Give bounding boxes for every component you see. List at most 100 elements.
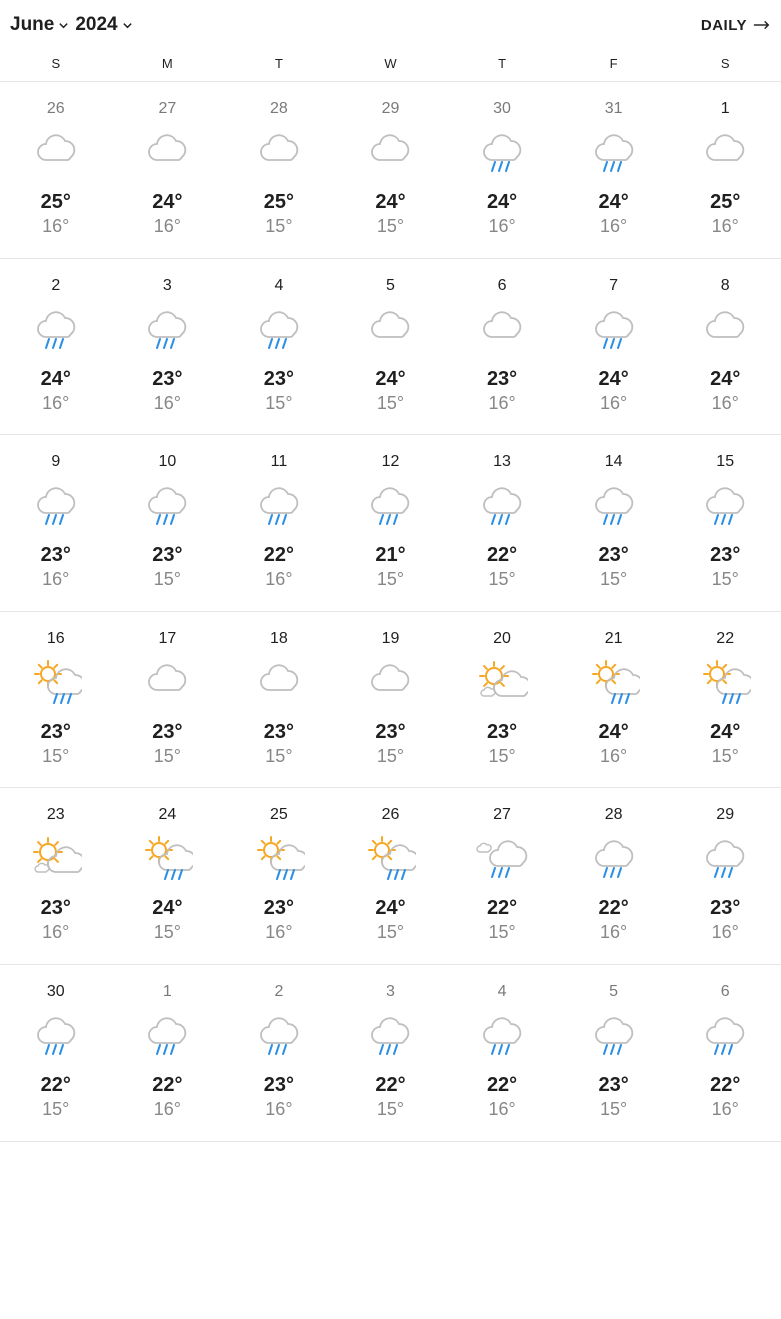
temp-low: 15° (112, 746, 224, 768)
calendar-week: 1623°15°1723°15°1823°15°1923°15°2023°15°… (0, 612, 781, 789)
calendar-day[interactable]: 1923°15° (335, 612, 447, 788)
temp-low: 16° (0, 216, 112, 238)
calendar-day[interactable]: 1423°15° (558, 435, 670, 611)
temp-high: 22° (335, 1073, 447, 1097)
calendar-day[interactable]: 1723°15° (112, 612, 224, 788)
day-number: 1 (669, 100, 781, 118)
chevron-down-icon (122, 20, 133, 31)
calendar-day[interactable]: 524°15° (335, 259, 447, 435)
temp-high: 22° (446, 896, 558, 920)
year-select[interactable]: 2024 (75, 14, 132, 36)
calendar-day[interactable]: 1322°15° (446, 435, 558, 611)
temp-high: 24° (558, 190, 670, 214)
calendar-day[interactable]: 322°15° (335, 965, 447, 1141)
temp-high: 23° (0, 896, 112, 920)
calendar-day[interactable]: 2724°16° (112, 82, 224, 258)
calendar-day[interactable]: 2424°15° (112, 788, 224, 964)
calendar-week: 2625°16°2724°16°2825°15°2924°15°3024°16°… (0, 82, 781, 259)
daily-label: DAILY (701, 17, 747, 34)
temp-high: 21° (335, 543, 447, 567)
temp-low: 16° (669, 922, 781, 944)
temp-high: 23° (558, 1073, 670, 1097)
calendar-day[interactable]: 122°16° (112, 965, 224, 1141)
day-number: 29 (335, 100, 447, 118)
temp-low: 16° (558, 746, 670, 768)
calendar-day[interactable]: 23 23°16° (0, 788, 112, 964)
temp-low: 16° (0, 569, 112, 591)
calendar-day[interactable]: 3024°16° (446, 82, 558, 258)
calendar-day[interactable]: 1221°15° (335, 435, 447, 611)
calendar-day[interactable]: 2624°15° (335, 788, 447, 964)
calendar-day[interactable]: 2822°16° (558, 788, 670, 964)
calendar-day[interactable]: 3124°16° (558, 82, 670, 258)
rain-icon (558, 130, 670, 174)
temp-high: 23° (223, 1073, 335, 1097)
day-number: 20 (446, 630, 558, 648)
calendar-day[interactable]: 2224°15° (669, 612, 781, 788)
day-number: 21 (558, 630, 670, 648)
calendar-day[interactable]: 2625°16° (0, 82, 112, 258)
rain-icon (0, 483, 112, 527)
temp-high: 23° (0, 720, 112, 744)
cloudy-icon (446, 307, 558, 351)
rain-icon (558, 836, 670, 880)
cloudy-icon (223, 130, 335, 174)
temp-low: 15° (112, 569, 224, 591)
day-number: 24 (112, 806, 224, 824)
sun-rain-icon (669, 660, 781, 704)
month-year-picker: June 2024 (10, 14, 133, 36)
calendar-day[interactable]: 422°16° (446, 965, 558, 1141)
calendar-day[interactable]: 2722°15° (446, 788, 558, 964)
calendar-day[interactable]: 1023°15° (112, 435, 224, 611)
temp-high: 23° (223, 896, 335, 920)
rain-icon (446, 483, 558, 527)
calendar-day[interactable]: 3022°15° (0, 965, 112, 1141)
day-number: 26 (0, 100, 112, 118)
month-select[interactable]: June (10, 14, 69, 36)
calendar-day[interactable]: 1122°16° (223, 435, 335, 611)
calendar-day[interactable]: 2124°16° (558, 612, 670, 788)
day-number: 27 (112, 100, 224, 118)
calendar-day[interactable]: 224°16° (0, 259, 112, 435)
day-number: 25 (223, 806, 335, 824)
calendar-day[interactable]: 724°16° (558, 259, 670, 435)
calendar-day[interactable]: 2023°15° (446, 612, 558, 788)
partly-cloudy-icon (0, 836, 112, 880)
calendar-day[interactable]: 1623°15° (0, 612, 112, 788)
calendar-day[interactable]: 623°16° (446, 259, 558, 435)
rain-icon (223, 307, 335, 351)
day-number: 6 (669, 983, 781, 1001)
temp-low: 15° (335, 393, 447, 415)
temp-low: 15° (446, 922, 558, 944)
calendar-week: 224°16°323°16°423°15°524°15°623°16°724°1… (0, 259, 781, 436)
calendar-day[interactable]: 423°15° (223, 259, 335, 435)
calendar-day[interactable]: 622°16° (669, 965, 781, 1141)
rain-icon (558, 483, 670, 527)
calendar-header: June 2024 DAILY (0, 0, 781, 48)
calendar-day[interactable]: 223°16° (223, 965, 335, 1141)
calendar-day[interactable]: 2523°16° (223, 788, 335, 964)
calendar-day[interactable]: 1823°15° (223, 612, 335, 788)
calendar-day[interactable]: 824°16° (669, 259, 781, 435)
calendar-day[interactable]: 2923°16° (669, 788, 781, 964)
rain-icon (669, 483, 781, 527)
calendar-day[interactable]: 923°16° (0, 435, 112, 611)
day-number: 2 (0, 277, 112, 295)
calendar-day[interactable]: 2924°15° (335, 82, 447, 258)
day-number: 4 (446, 983, 558, 1001)
calendar-day[interactable]: 323°16° (112, 259, 224, 435)
calendar-day[interactable]: 2825°15° (223, 82, 335, 258)
arrow-right-icon (753, 19, 771, 31)
temp-low: 16° (0, 922, 112, 944)
day-number: 19 (335, 630, 447, 648)
temp-high: 22° (112, 1073, 224, 1097)
dow-cell: M (112, 56, 224, 71)
temp-low: 15° (0, 1099, 112, 1121)
cloudy-icon (335, 307, 447, 351)
calendar-day[interactable]: 125°16° (669, 82, 781, 258)
temp-high: 24° (669, 720, 781, 744)
calendar-day[interactable]: 523°15° (558, 965, 670, 1141)
day-number: 23 (0, 806, 112, 824)
daily-link[interactable]: DAILY (701, 17, 771, 34)
calendar-day[interactable]: 1523°15° (669, 435, 781, 611)
